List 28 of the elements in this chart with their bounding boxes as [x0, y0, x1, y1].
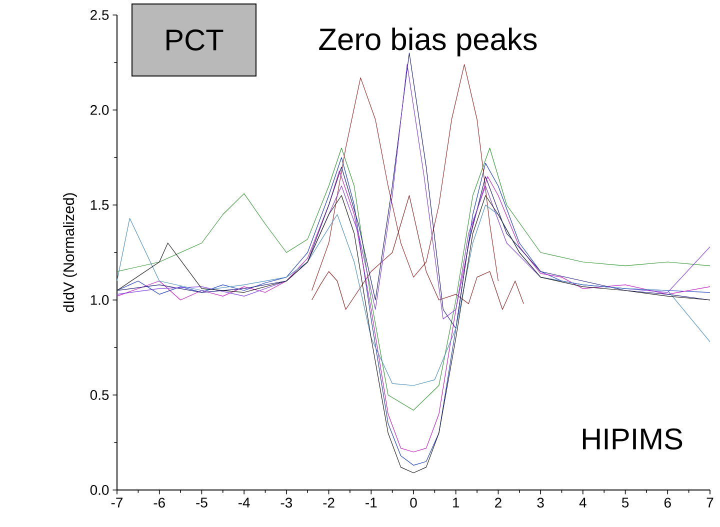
x-tick-label: 0: [410, 498, 417, 508]
x-tick-label: -2: [323, 498, 334, 508]
y-tick-label: 2.5: [90, 10, 109, 20]
annotation: HIPIMS: [582, 428, 682, 450]
x-tick-label: 3: [537, 498, 544, 508]
line-series: [312, 64, 499, 291]
x-tick-label: -6: [154, 498, 165, 508]
annotation: PCT: [166, 29, 224, 51]
y-tick-label: 1.0: [90, 295, 109, 305]
x-tick-label: -3: [280, 498, 292, 508]
y-tick-label: 0.0: [90, 485, 109, 495]
y-tick-label: 2.0: [90, 105, 109, 115]
x-tick-label: 7: [706, 498, 714, 508]
x-tick-label: 6: [664, 498, 671, 508]
x-tick-label: 5: [622, 498, 629, 508]
x-tick-label: 4: [579, 498, 586, 508]
line-series: [116, 148, 710, 410]
y-axis-title: dIdV (Normalized): [63, 193, 77, 312]
x-tick-label: -1: [366, 498, 377, 508]
line-series: [116, 204, 710, 386]
x-tick-label: 2: [495, 498, 502, 508]
x-tick-label: -5: [196, 498, 208, 508]
x-tick-label: -7: [111, 498, 123, 508]
annotation: Zero bias peaks: [319, 28, 537, 56]
y-tick-label: 0.5: [90, 390, 109, 400]
y-tick-label: 1.5: [90, 200, 109, 210]
x-tick-label: 1: [453, 498, 460, 508]
x-tick-label: -4: [238, 498, 250, 508]
